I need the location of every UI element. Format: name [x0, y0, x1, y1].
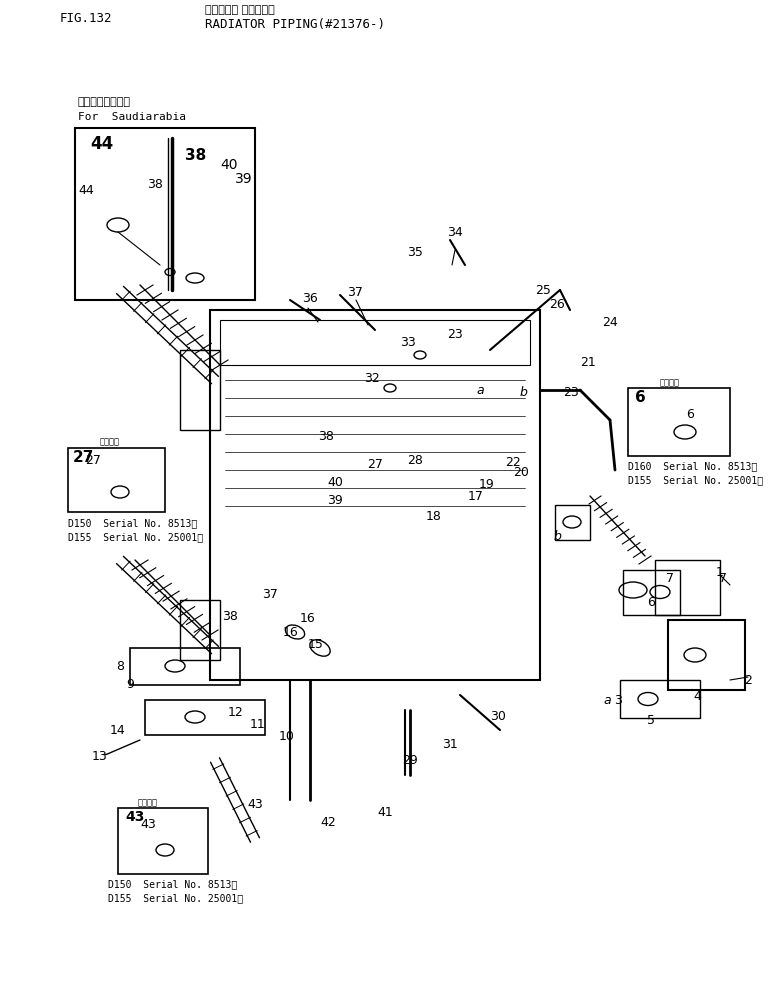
- Text: 4: 4: [693, 690, 701, 704]
- Text: 30: 30: [490, 710, 506, 723]
- Text: 38: 38: [147, 178, 163, 191]
- Text: 16: 16: [300, 612, 316, 625]
- Text: 18: 18: [426, 510, 442, 523]
- Bar: [220, 320, 530, 365]
- Text: 16: 16: [283, 626, 299, 639]
- Text: D155  Serial No. 25001～: D155 Serial No. 25001～: [108, 893, 243, 903]
- Text: 15: 15: [308, 639, 324, 651]
- Text: 27: 27: [73, 450, 94, 465]
- Text: 22: 22: [505, 455, 521, 468]
- Text: 34: 34: [447, 226, 463, 239]
- Text: 6: 6: [635, 390, 646, 405]
- Text: 26: 26: [549, 299, 565, 312]
- Text: 43: 43: [247, 799, 263, 812]
- Bar: [655, 560, 720, 615]
- Text: 12: 12: [228, 706, 244, 719]
- Text: 14: 14: [110, 724, 126, 737]
- Text: 36: 36: [302, 291, 318, 305]
- Text: 20: 20: [513, 465, 529, 478]
- Text: 21: 21: [580, 355, 596, 368]
- Text: For  Saudiarabia: For Saudiarabia: [78, 112, 186, 122]
- Text: 27: 27: [85, 453, 101, 466]
- Bar: [68, 448, 165, 512]
- Text: 39: 39: [327, 493, 343, 507]
- Text: 24: 24: [602, 316, 618, 329]
- Text: 13: 13: [92, 749, 108, 762]
- Text: RADIATOR PIPING(#21376-): RADIATOR PIPING(#21376-): [205, 18, 385, 31]
- Text: 38: 38: [185, 148, 207, 163]
- Text: 41: 41: [377, 806, 393, 819]
- Text: 39: 39: [235, 172, 253, 186]
- Text: 9: 9: [126, 678, 134, 691]
- Text: b: b: [519, 386, 527, 400]
- Text: 38: 38: [318, 430, 334, 443]
- Text: 6: 6: [647, 597, 655, 610]
- Text: 適用号機: 適用号機: [660, 378, 680, 387]
- Text: 8: 8: [116, 660, 124, 673]
- Text: D150  Serial No. 8513～: D150 Serial No. 8513～: [108, 879, 237, 889]
- Text: 38: 38: [222, 610, 238, 623]
- Text: 適用号機: 適用号機: [100, 437, 120, 446]
- Text: 2: 2: [744, 673, 752, 686]
- Text: 27: 27: [367, 458, 383, 471]
- Text: 31: 31: [442, 738, 458, 750]
- Text: 42: 42: [320, 816, 336, 829]
- Bar: [620, 680, 700, 718]
- Text: 44: 44: [90, 135, 113, 153]
- Text: 17: 17: [468, 490, 484, 504]
- Text: 適用号機: 適用号機: [138, 798, 158, 807]
- Text: D155  Serial No. 25001～: D155 Serial No. 25001～: [68, 532, 203, 542]
- Bar: [628, 388, 730, 456]
- Bar: [180, 350, 220, 430]
- Text: 40: 40: [220, 158, 237, 172]
- Text: 33: 33: [400, 336, 416, 348]
- Text: 25: 25: [535, 283, 551, 296]
- Text: ラジエータ パイピング: ラジエータ パイピング: [205, 5, 274, 15]
- Text: 29: 29: [402, 753, 418, 766]
- Text: 37: 37: [262, 587, 278, 601]
- Text: D160  Serial No. 8513～: D160 Serial No. 8513～: [628, 461, 757, 471]
- Text: 23: 23: [447, 329, 463, 342]
- Bar: [180, 600, 220, 660]
- Text: 35: 35: [407, 246, 423, 258]
- Bar: [145, 700, 265, 735]
- Text: 3: 3: [614, 694, 622, 707]
- Text: 7: 7: [719, 571, 727, 584]
- Text: 19: 19: [479, 477, 495, 490]
- Text: 40: 40: [327, 475, 343, 488]
- Bar: [668, 620, 745, 690]
- Text: a: a: [603, 694, 611, 707]
- Text: D155  Serial No. 25001～: D155 Serial No. 25001～: [628, 475, 763, 485]
- Bar: [75, 128, 255, 300]
- Text: 11: 11: [250, 718, 266, 731]
- Text: 1: 1: [716, 565, 724, 578]
- Text: 6: 6: [686, 409, 694, 422]
- Text: 23: 23: [563, 386, 579, 400]
- Text: 44: 44: [78, 183, 94, 196]
- Text: 7: 7: [666, 571, 674, 584]
- Text: b: b: [553, 531, 561, 544]
- Bar: [118, 808, 208, 874]
- Bar: [623, 570, 680, 615]
- Text: D150  Serial No. 8513～: D150 Serial No. 8513～: [68, 518, 197, 528]
- Text: 37: 37: [347, 285, 363, 299]
- Text: 43: 43: [140, 819, 156, 832]
- Text: 5: 5: [647, 714, 655, 727]
- Bar: [555, 505, 590, 540]
- Bar: [130, 648, 240, 685]
- Text: サウジアラビア向: サウジアラビア向: [78, 97, 131, 107]
- Text: FIG.132: FIG.132: [60, 12, 113, 25]
- Text: 10: 10: [279, 730, 295, 742]
- Bar: [210, 310, 540, 680]
- Text: 32: 32: [364, 371, 380, 384]
- Text: 28: 28: [407, 453, 423, 466]
- Text: 43: 43: [125, 810, 144, 824]
- Text: a: a: [476, 383, 484, 397]
